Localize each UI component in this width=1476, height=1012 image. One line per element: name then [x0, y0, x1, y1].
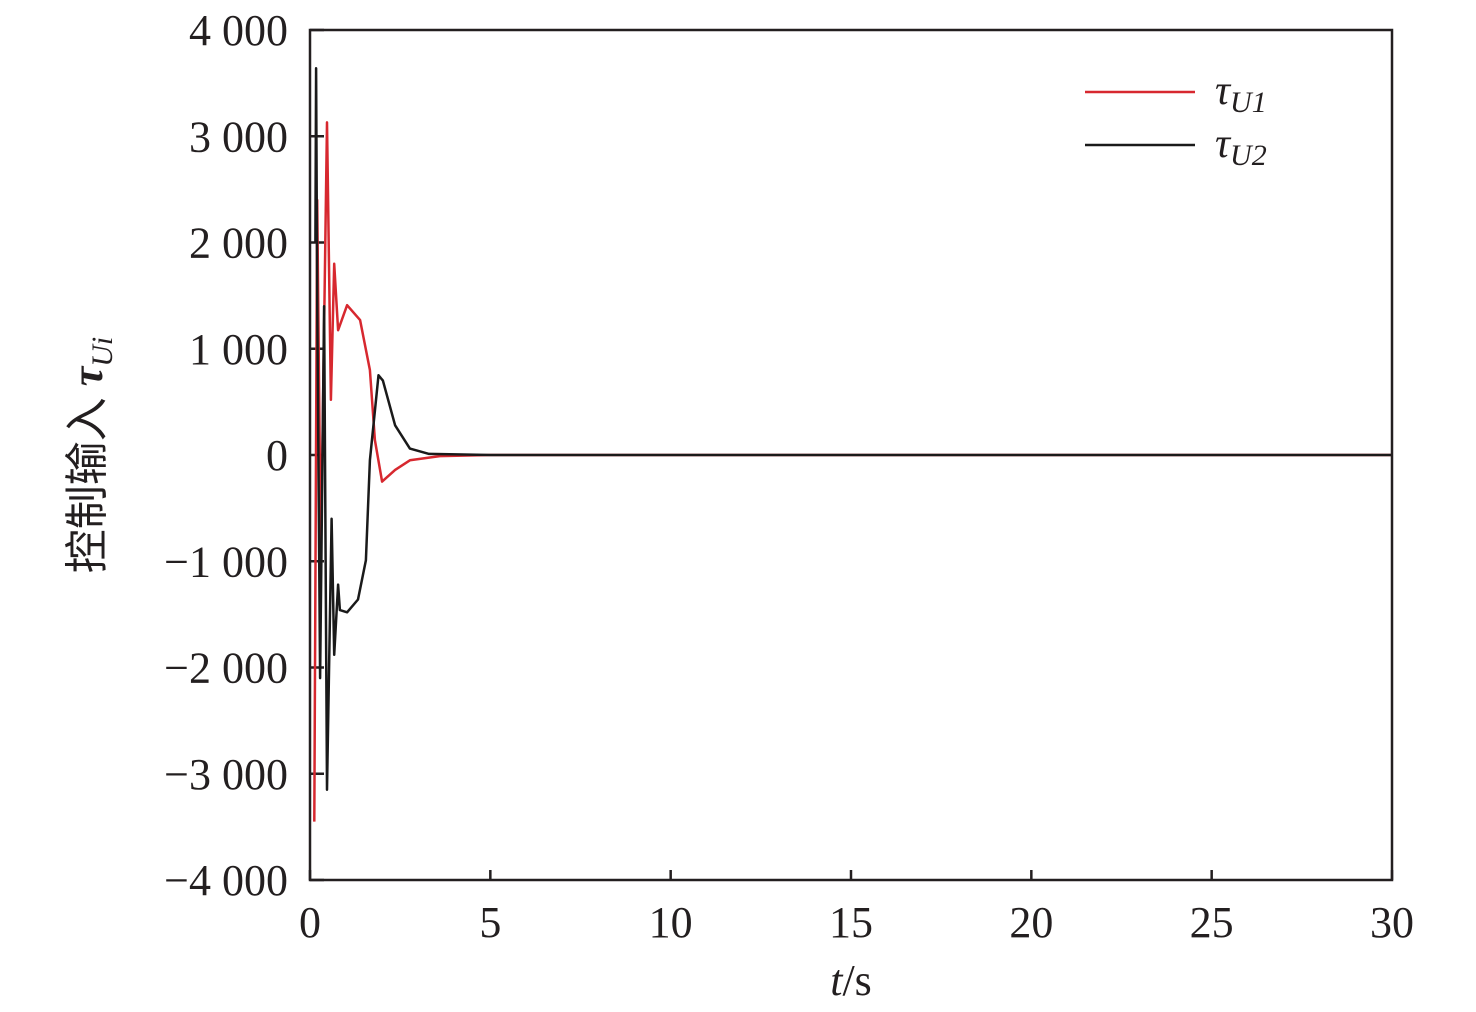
legend-label-u2: τU2 [1215, 121, 1267, 172]
legend-subscript: U1 [1230, 86, 1267, 119]
legend-label-u1: τU1 [1215, 68, 1267, 119]
series-group [313, 67, 1392, 822]
x-tick-label: 10 [649, 898, 693, 947]
y-tick-label: −2 000 [164, 644, 288, 693]
x-tick-label: 0 [299, 898, 321, 947]
y-tick-label: −4 000 [164, 856, 288, 905]
x-tick-label: 15 [829, 898, 873, 947]
y-axis-title-subscript: Ui [86, 337, 119, 367]
x-axis-title: t/s [830, 956, 872, 1005]
x-tick-label: 30 [1370, 898, 1414, 947]
plot-frame [308, 28, 1394, 882]
y-axis-title-text: 控制输入 [63, 386, 112, 573]
x-tick-label: 25 [1190, 898, 1234, 947]
y-tick-label: 4 000 [189, 6, 288, 55]
legend-subscript: U2 [1230, 139, 1267, 172]
y-tick-label: −1 000 [164, 537, 288, 586]
series-line-u2 [314, 67, 1392, 791]
y-tick-label: 0 [266, 431, 288, 480]
y-tick-label: 1 000 [189, 325, 288, 374]
x-tick-label: 20 [1009, 898, 1053, 947]
y-tick-label: 3 000 [189, 112, 288, 161]
x-axis-title-italic: t [830, 956, 844, 1005]
legend-symbol: τ [1215, 68, 1232, 114]
y-axis-title-symbol: τ [63, 365, 112, 386]
legend: τU1 τU2 [1085, 68, 1267, 172]
legend-symbol: τ [1215, 121, 1232, 167]
tick-labels: 0 5 10 15 20 25 30 4 000 3 000 2 000 1 000 0 −1 000 −… [164, 6, 1414, 947]
y-tick-label: −3 000 [164, 750, 288, 799]
x-axis-title-unit: /s [842, 956, 871, 1005]
y-tick-label: 2 000 [189, 219, 288, 268]
series-line-u1 [313, 121, 1392, 822]
y-axis-title: 控制输入 τUi [63, 337, 119, 574]
x-tick-label: 5 [479, 898, 501, 947]
